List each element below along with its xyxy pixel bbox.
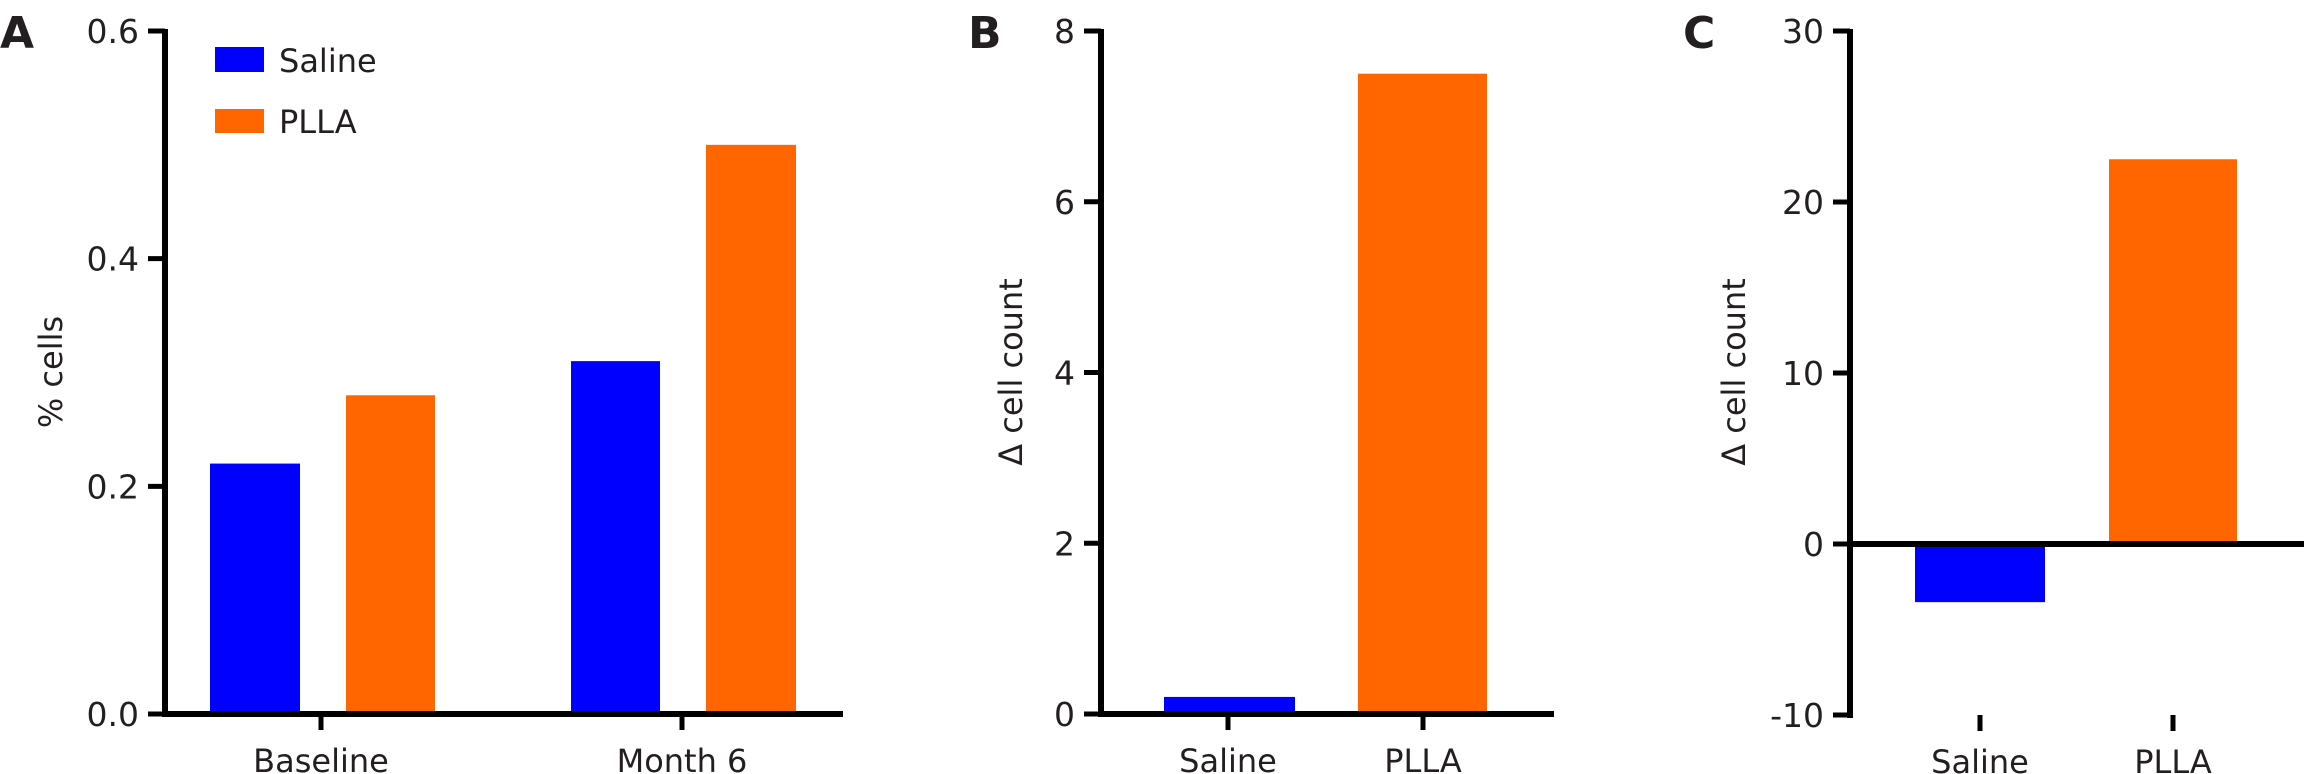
- y-axis-label-b: Δ cell count: [992, 278, 1030, 466]
- y-tick-label-c: 30: [1782, 12, 1824, 51]
- y-axis-label-c: Δ cell count: [1715, 278, 1753, 466]
- legend-label-plla: PLLA: [279, 103, 357, 141]
- legend-label-saline: Saline: [279, 42, 377, 80]
- y-tick-label-a: 0.0: [87, 695, 139, 734]
- x-tick-label-c: PLLA: [2134, 743, 2212, 774]
- y-tick-label-c: -10: [1770, 696, 1824, 735]
- y-tick-label-a: 0.2: [87, 467, 139, 506]
- bar-a-month-6-saline: [571, 361, 660, 714]
- x-tick-label-c: Saline: [1931, 743, 2029, 774]
- x-tick-label-b: PLLA: [1384, 742, 1462, 774]
- bar-c-saline-saline: [1915, 544, 2045, 603]
- legend-swatch-saline: [215, 47, 264, 72]
- bar-a-baseline-plla: [346, 395, 435, 714]
- panel-label-b: B: [968, 8, 1002, 59]
- y-tick-label-c: 20: [1782, 183, 1824, 222]
- legend-swatch-plla: [215, 109, 264, 133]
- y-tick-label-b: 6: [1054, 183, 1075, 222]
- y-tick-label-b: 0: [1054, 695, 1075, 734]
- bar-c-plla-plla: [2109, 159, 2237, 544]
- y-axis-label-a: % cells: [32, 316, 70, 428]
- y-tick-label-a: 0.6: [87, 12, 139, 51]
- y-tick-label-b: 8: [1054, 12, 1075, 51]
- x-tick-label-a: Baseline: [253, 742, 389, 774]
- bar-a-baseline-saline: [210, 463, 300, 714]
- panel-label-a: A: [0, 8, 34, 59]
- bar-a-month-6-plla: [706, 144, 796, 715]
- y-tick-label-c: 0: [1803, 525, 1824, 564]
- panel-label-c: C: [1683, 8, 1715, 59]
- legend: Saline PLLA: [215, 42, 377, 141]
- x-tick-label-b: Saline: [1179, 742, 1277, 774]
- bar-b-plla-plla: [1358, 73, 1487, 714]
- x-tick-label-a: Month 6: [617, 742, 748, 774]
- panel-b: B Δ cell count Saline PLLA 0 2 4 6 8: [968, 8, 1554, 774]
- panel-c: C Δ cell count Saline PLLA -10 0 10 20 30: [1683, 8, 2304, 774]
- bar-b-saline-saline: [1164, 696, 1295, 714]
- y-tick-label-c: 10: [1782, 354, 1824, 393]
- panel-a: A % cells Saline PLLA Baseline Month 6 0.0…: [0, 8, 843, 774]
- y-tick-label-b: 2: [1054, 524, 1075, 563]
- y-tick-label-a: 0.4: [87, 240, 139, 279]
- y-tick-label-b: 4: [1054, 354, 1075, 393]
